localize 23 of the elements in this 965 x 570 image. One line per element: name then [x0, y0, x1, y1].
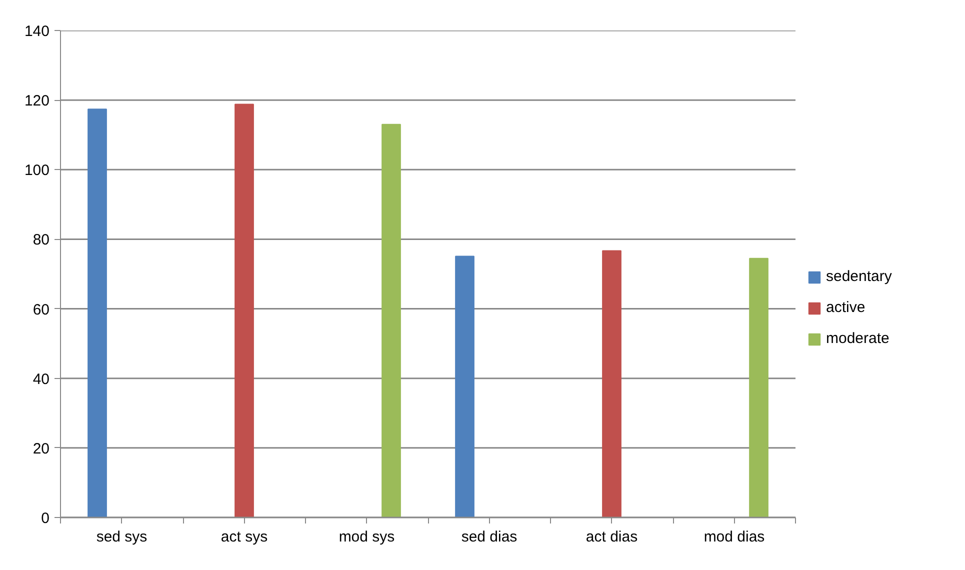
- legend-label: sedentary: [826, 268, 892, 285]
- y-tick-label: 100: [24, 162, 50, 180]
- bar: [749, 258, 768, 518]
- bar: [382, 124, 401, 518]
- bar: [88, 108, 107, 518]
- x-tick-label: mod dias: [704, 528, 765, 546]
- bar: [234, 104, 254, 518]
- bar: [455, 256, 474, 518]
- y-tick-label: 40: [32, 370, 50, 388]
- x-tick-label: mod sys: [338, 528, 395, 546]
- y-tick-label: 0: [41, 510, 50, 527]
- legend-label: moderate: [826, 330, 890, 347]
- y-tick-label: 20: [32, 440, 50, 458]
- y-tick-label: 140: [24, 23, 50, 40]
- y-tick-label: 60: [32, 301, 50, 318]
- y-tick-label: 80: [32, 232, 50, 249]
- y-tick-label: 120: [24, 92, 50, 110]
- x-tick-label: sed dias: [461, 528, 518, 546]
- bar: [602, 250, 622, 518]
- x-tick-label: sed sys: [96, 528, 148, 546]
- legend-label: active: [826, 299, 866, 316]
- x-tick-label: act sys: [220, 528, 268, 546]
- x-tick-label: act dias: [586, 528, 638, 546]
